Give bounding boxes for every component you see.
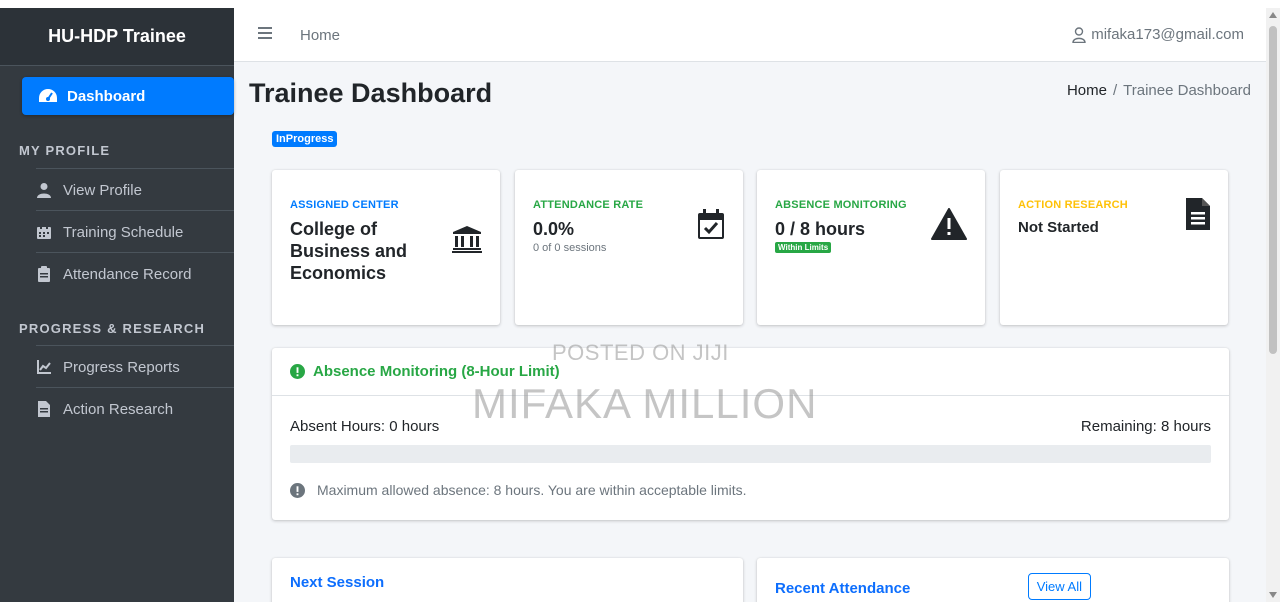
watermark-line-1: POSTED ON JIJI <box>552 340 729 365</box>
info-box-value: 0.0% <box>533 219 575 239</box>
user-email: mifaka173@gmail.com <box>1091 26 1244 43</box>
divider <box>36 387 234 388</box>
info-circle-icon <box>290 482 305 498</box>
bottom-strip <box>0 602 1280 608</box>
document-icon <box>1186 198 1210 230</box>
info-box-value: Not Started <box>1018 219 1099 236</box>
sidebar-item-label: Progress Reports <box>63 358 180 376</box>
sidebar: HU-HDP Trainee Dashboard MY PROFILE View… <box>0 8 234 602</box>
sidebar-item-label: Training Schedule <box>63 223 184 241</box>
view-all-button[interactable]: View All <box>1027 573 1091 600</box>
file-icon <box>38 401 50 417</box>
sidebar-item-label: Dashboard <box>67 87 146 105</box>
info-box-value: College of Business and Economics <box>290 219 408 283</box>
recent-attendance-card: Recent Attendance View All <box>757 558 1229 608</box>
remaining-hours-text: Remaining: 8 hours <box>1080 418 1211 435</box>
info-box-label: ABSENCE MONITORING <box>775 199 907 211</box>
user-menu[interactable]: mifaka173@gmail.com <box>1072 26 1244 43</box>
breadcrumb-home-link[interactable]: Home <box>1066 82 1107 99</box>
menu-toggle-icon[interactable] <box>258 27 272 39</box>
absent-hours-text: Absent Hours: 0 hours <box>290 418 440 435</box>
absence-progress-bar <box>290 445 1211 463</box>
scroll-up-arrow-icon[interactable] <box>1269 12 1277 18</box>
sidebar-item-action-research[interactable]: Action Research <box>36 391 234 427</box>
user-icon <box>37 183 51 198</box>
browser-top-strip <box>0 0 1280 8</box>
sidebar-item-label: Attendance Record <box>63 265 192 283</box>
absence-note: Maximum allowed absence: 8 hours. You ar… <box>290 482 747 498</box>
divider <box>36 252 234 253</box>
breadcrumb-separator: / <box>1112 82 1118 99</box>
next-session-card: Next Session <box>272 558 743 608</box>
sidebar-item-label: Action Research <box>63 400 174 418</box>
watermark-line-2: MIFAKA MILLION <box>472 380 818 427</box>
page-title: Trainee Dashboard <box>249 78 493 108</box>
sidebar-item-dashboard[interactable]: Dashboard <box>22 77 234 115</box>
sidebar-item-training-schedule[interactable]: Training Schedule <box>36 214 234 250</box>
dashboard-gauge-icon <box>39 89 57 102</box>
sidebar-item-view-profile[interactable]: View Profile <box>36 172 234 208</box>
absence-note-text: Maximum allowed absence: 8 hours. You ar… <box>317 482 747 498</box>
chart-line-icon <box>37 360 51 374</box>
info-box-label: ACTION RESEARCH <box>1018 199 1128 211</box>
university-icon <box>452 226 482 253</box>
divider <box>36 168 234 169</box>
info-box-label: ASSIGNED CENTER <box>290 199 399 211</box>
user-outline-icon <box>1072 26 1086 43</box>
sidebar-item-progress-reports[interactable]: Progress Reports <box>36 349 234 385</box>
card-title: Recent Attendance <box>775 580 911 597</box>
exclamation-circle-icon <box>290 364 305 379</box>
within-limits-badge: Within Limits <box>775 242 832 253</box>
info-box-attendance-rate: ATTENDANCE RATE 0.0% 0 of 0 sessions <box>515 170 743 325</box>
clipboard-icon <box>38 266 50 282</box>
scroll-down-arrow-icon[interactable] <box>1269 592 1277 598</box>
warning-icon <box>931 208 967 240</box>
info-box-action-research: ACTION RESEARCH Not Started <box>1000 170 1228 325</box>
page-scrollbar[interactable] <box>1266 8 1280 602</box>
card-title: Next Session <box>290 574 385 591</box>
card-title: Absence Monitoring (8-Hour Limit) <box>313 363 560 380</box>
info-box-value: 0 / 8 hours <box>775 219 866 239</box>
divider <box>36 210 234 211</box>
nav-section-my-profile: MY PROFILE <box>19 143 111 158</box>
sidebar-item-label: View Profile <box>63 181 142 199</box>
top-home-link[interactable]: Home <box>300 27 341 44</box>
info-box-absence-monitoring: ABSENCE MONITORING 0 / 8 hours Within Li… <box>757 170 985 325</box>
status-badge: InProgress <box>272 131 338 147</box>
breadcrumb-current: Trainee Dashboard <box>1123 82 1251 99</box>
scroll-thumb[interactable] <box>1269 26 1277 354</box>
info-box-label: ATTENDANCE RATE <box>533 199 644 211</box>
breadcrumb: Home / Trainee Dashboard <box>1067 82 1251 99</box>
info-box-assigned-center: ASSIGNED CENTER College of Business and … <box>272 170 500 325</box>
card-header: Absence Monitoring (8-Hour Limit) <box>272 348 1229 396</box>
calendar-check-icon <box>698 209 724 239</box>
nav-section-progress-research: PROGRESS & RESEARCH <box>19 321 206 336</box>
top-navbar: Home mifaka173@gmail.com <box>234 8 1266 62</box>
brand-title[interactable]: HU-HDP Trainee <box>0 8 234 66</box>
info-box-subtext: 0 of 0 sessions <box>533 242 607 254</box>
absence-monitoring-card: Absence Monitoring (8-Hour Limit) Absent… <box>272 348 1229 520</box>
sidebar-item-attendance-record[interactable]: Attendance Record <box>36 256 234 292</box>
divider <box>36 345 234 346</box>
calendar-icon <box>37 225 51 239</box>
